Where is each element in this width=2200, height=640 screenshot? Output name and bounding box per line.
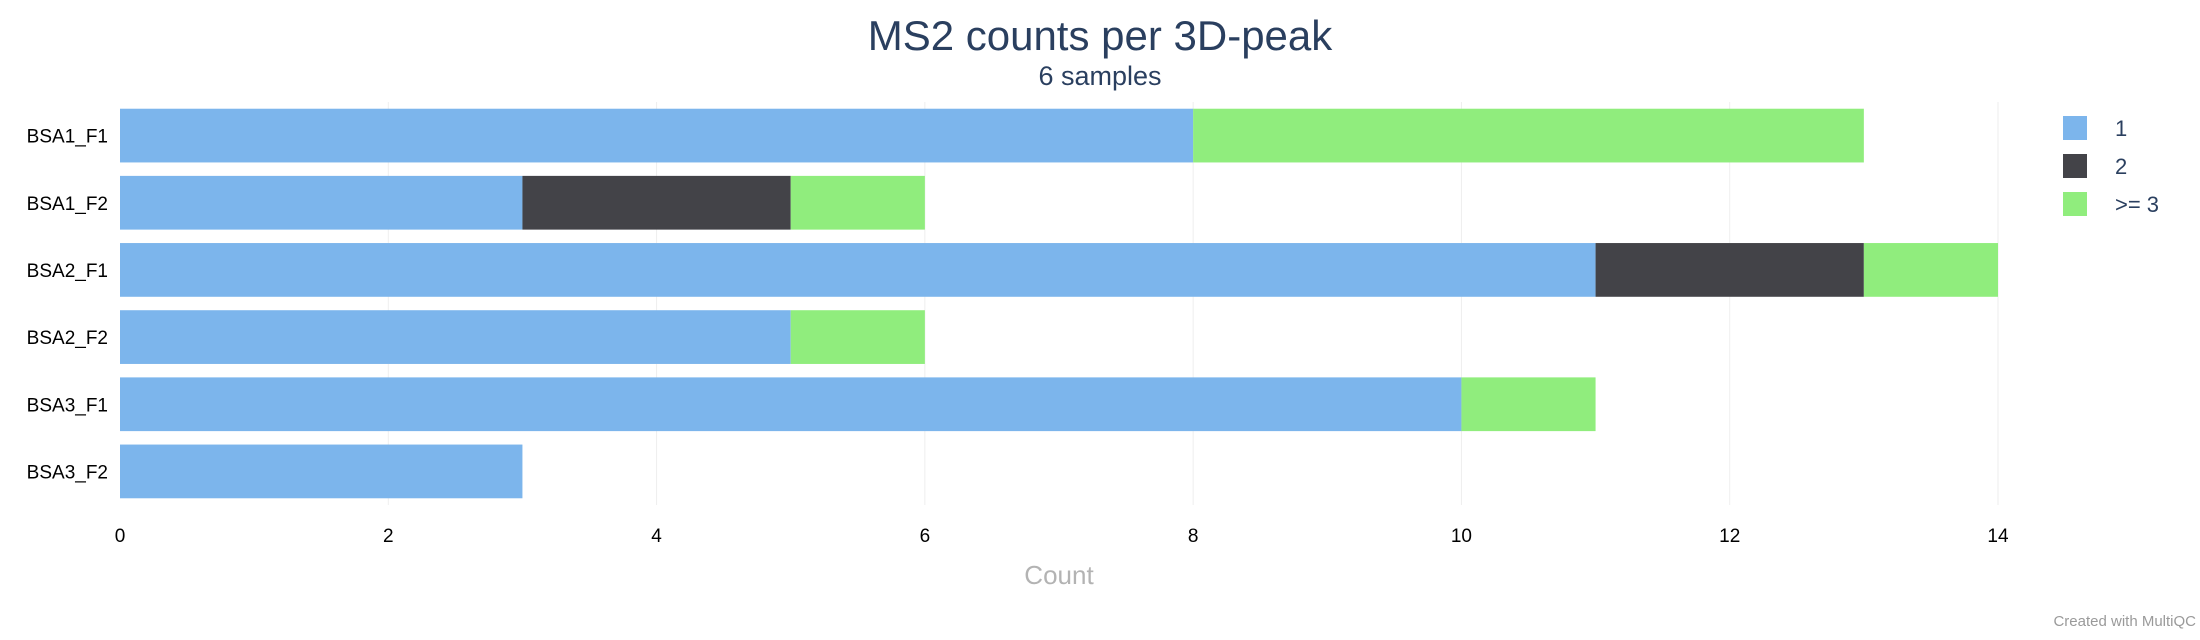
bar-segment[interactable] — [1461, 377, 1596, 432]
x-tick-label: 4 — [651, 526, 662, 547]
legend-swatch — [2063, 154, 2087, 178]
y-tick-label: BSA1_F1 — [27, 127, 108, 148]
bar-segment[interactable] — [1863, 243, 1998, 297]
legend-label: 1 — [2115, 116, 2127, 141]
x-tick-label: 0 — [115, 526, 126, 547]
legend[interactable]: 1 2 >= 3 — [2063, 116, 2159, 217]
y-tick-label: BSA2_F2 — [27, 328, 108, 349]
bar-segment[interactable] — [120, 377, 1462, 432]
bar-segment[interactable] — [522, 175, 791, 230]
y-tick-label: BSA3_F2 — [27, 462, 108, 483]
legend-label: 2 — [2115, 154, 2127, 179]
x-axis-ticks: 0 2 4 6 8 10 12 14 — [115, 526, 2009, 547]
legend-swatch — [2063, 192, 2087, 216]
x-tick-label: 12 — [1719, 526, 1740, 547]
legend-item[interactable]: 2 — [2063, 154, 2127, 179]
x-tick-label: 10 — [1451, 526, 1472, 547]
x-tick-label: 6 — [920, 526, 931, 547]
legend-label: >= 3 — [2115, 192, 2159, 217]
legend-item[interactable]: >= 3 — [2063, 192, 2159, 217]
legend-swatch — [2063, 116, 2087, 140]
bars — [120, 108, 1998, 499]
bar-segment[interactable] — [790, 310, 925, 364]
bar-segment[interactable] — [790, 175, 925, 230]
x-tick-label: 8 — [1188, 526, 1199, 547]
x-tick-label: 2 — [383, 526, 394, 547]
bar-segment[interactable] — [1595, 243, 1864, 297]
x-tick-label: 14 — [1987, 526, 2009, 547]
credit-text: Created with MultiQC — [2053, 613, 2196, 630]
bar-segment[interactable] — [120, 175, 523, 230]
x-axis-label: Count — [1024, 560, 1094, 590]
bar-segment[interactable] — [120, 444, 523, 499]
legend-item[interactable]: 1 — [2063, 116, 2127, 141]
y-tick-label: BSA1_F2 — [27, 194, 108, 215]
gridlines — [387, 102, 1999, 505]
y-tick-label: BSA3_F1 — [27, 395, 108, 416]
bar-segment[interactable] — [120, 243, 1596, 297]
chart-title: MS2 counts per 3D-peak — [868, 12, 1334, 59]
bar-segment[interactable] — [1193, 108, 1864, 163]
y-tick-label: BSA2_F1 — [27, 261, 108, 282]
chart-subtitle: 6 samples — [1038, 61, 1161, 91]
bar-segment[interactable] — [120, 310, 791, 364]
bar-segment[interactable] — [120, 108, 1194, 163]
y-axis-ticks: BSA1_F1 BSA1_F2 BSA2_F1 BSA2_F2 BSA3_F1 BSA3_… — [27, 127, 108, 484]
